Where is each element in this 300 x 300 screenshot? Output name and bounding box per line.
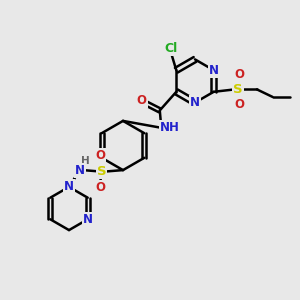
Text: O: O <box>95 181 105 194</box>
Text: O: O <box>234 68 244 81</box>
Text: N: N <box>190 96 200 109</box>
Text: N: N <box>209 64 219 77</box>
Text: N: N <box>64 180 74 194</box>
Text: O: O <box>234 98 244 111</box>
Text: S: S <box>97 165 106 178</box>
Text: N: N <box>75 164 85 177</box>
Text: O: O <box>95 149 105 163</box>
Text: Cl: Cl <box>164 42 178 55</box>
Text: S: S <box>233 83 243 96</box>
Text: NH: NH <box>160 121 180 134</box>
Text: H: H <box>81 155 90 166</box>
Text: N: N <box>83 213 93 226</box>
Text: O: O <box>137 94 147 107</box>
